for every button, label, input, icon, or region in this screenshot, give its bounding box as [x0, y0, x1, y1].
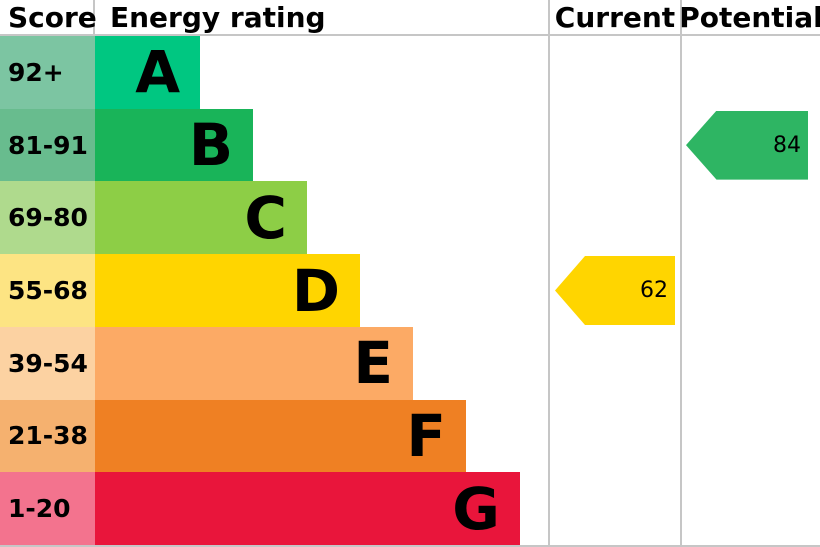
score-range-b: 81-91 [0, 108, 95, 182]
current-rating-value: 62 [640, 278, 668, 304]
score-range-a: 92+ [0, 36, 95, 109]
potential-rating-arrow: 84 [686, 110, 808, 180]
potential-cell-d [680, 254, 820, 327]
band-row-c: 69-80 C [0, 181, 820, 255]
score-range-g: 1-20 [0, 472, 95, 545]
column-header-potential: Potential [679, 0, 820, 34]
band-bar-g: G [95, 472, 520, 545]
header-row: Score Energy rating Current Potential [0, 0, 820, 36]
band-row-a: 92+ A [0, 36, 820, 109]
band-rows: 92+ A 81-91 B 84 69 [0, 36, 820, 545]
band-bar-a: A [95, 36, 201, 109]
score-range-e: 39-54 [0, 326, 95, 400]
rating-cell-b: B [95, 108, 548, 182]
potential-cell-b: 84 [680, 108, 820, 182]
column-header-score: Score [0, 0, 97, 34]
rating-cell-e: E [95, 326, 548, 400]
current-rating-arrow: 62 [555, 256, 675, 326]
rating-cell-g: G [95, 472, 548, 545]
band-letter-c: C [244, 183, 287, 252]
current-cell-f [548, 399, 680, 473]
band-bar-b: B [95, 108, 254, 182]
band-bar-d: D [95, 254, 360, 327]
band-row-b: 81-91 B 84 [0, 108, 820, 182]
band-bar-e: E [95, 326, 413, 400]
current-cell-g [548, 472, 680, 545]
potential-cell-c [680, 181, 820, 255]
band-row-g: 1-20 G [0, 472, 820, 545]
band-row-e: 39-54 E [0, 326, 820, 400]
band-letter-g: G [452, 474, 500, 543]
band-letter-e: E [353, 329, 393, 398]
potential-cell-e [680, 326, 820, 400]
rating-cell-f: F [95, 399, 548, 473]
current-cell-b [548, 108, 680, 182]
rating-cell-a: A [95, 36, 548, 109]
band-letter-d: D [291, 256, 340, 325]
rating-cell-c: C [95, 181, 548, 255]
column-header-energy-rating: Energy rating [110, 0, 326, 34]
potential-rating-value: 84 [773, 132, 801, 158]
band-letter-a: A [135, 38, 181, 107]
band-bar-c: C [95, 181, 307, 255]
band-letter-f: F [406, 401, 446, 470]
current-cell-a [548, 36, 680, 109]
column-header-current: Current [548, 0, 680, 34]
potential-cell-a [680, 36, 820, 109]
band-row-d: 55-68 D 62 [0, 254, 820, 327]
score-range-c: 69-80 [0, 181, 95, 255]
score-range-f: 21-38 [0, 399, 95, 473]
potential-cell-g [680, 472, 820, 545]
band-letter-b: B [188, 111, 234, 180]
current-cell-e [548, 326, 680, 400]
rating-cell-d: D [95, 254, 548, 327]
score-range-d: 55-68 [0, 254, 95, 327]
band-row-f: 21-38 F [0, 399, 820, 473]
current-cell-d: 62 [548, 254, 680, 327]
current-cell-c [548, 181, 680, 255]
band-bar-f: F [95, 399, 466, 473]
potential-cell-f [680, 399, 820, 473]
